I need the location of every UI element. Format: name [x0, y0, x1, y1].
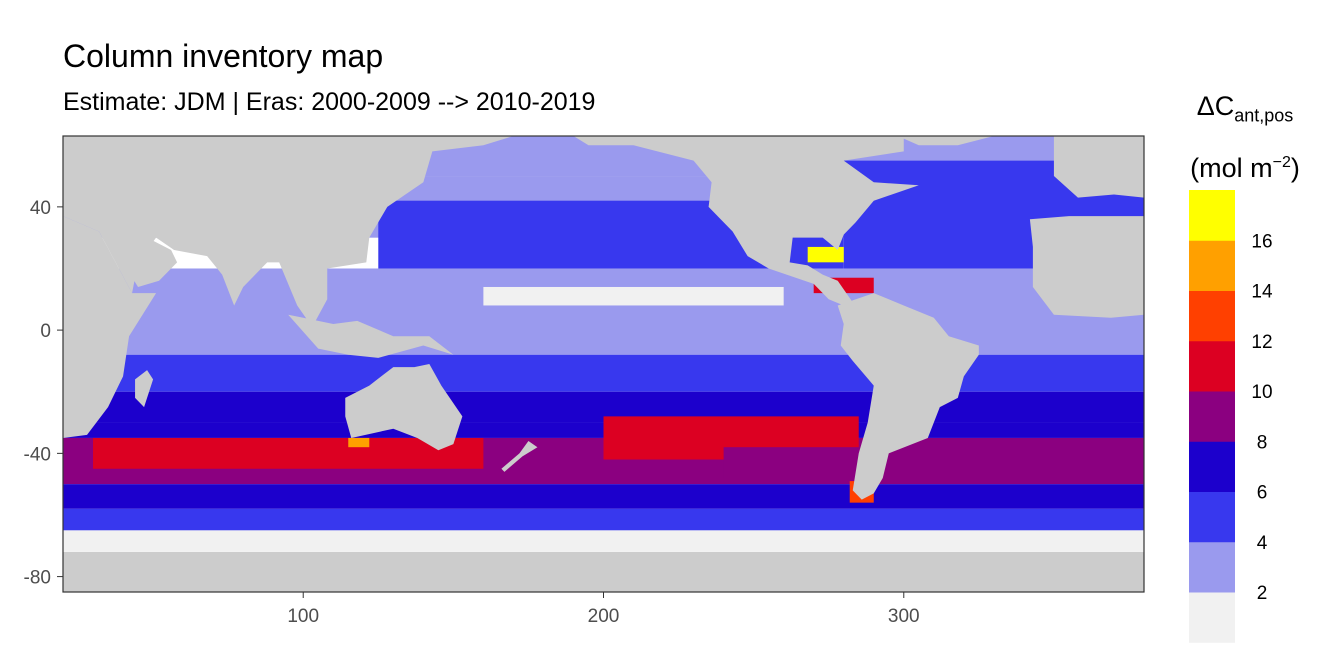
y-tick-label: -80	[24, 568, 51, 589]
field-cell	[63, 484, 1144, 509]
field-cell	[483, 286, 784, 306]
legend-swatch	[1189, 592, 1235, 643]
y-tick-label: 40	[30, 198, 51, 219]
land-antarctica	[63, 551, 1144, 592]
field-cell	[807, 246, 844, 263]
y-tick-label: -40	[24, 444, 51, 465]
land-europe	[1053, 136, 1144, 198]
field-cell	[348, 437, 370, 448]
field-cell	[723, 447, 874, 478]
legend-swatch	[1189, 491, 1235, 543]
x-tick-label: 300	[888, 606, 920, 627]
land-new-zealand	[501, 441, 538, 472]
y-tick-label: 0	[40, 321, 51, 342]
legend-swatch	[1189, 290, 1235, 342]
legend-break-label: 12	[1251, 332, 1272, 353]
land-arabia	[111, 237, 178, 287]
field-cell	[93, 437, 484, 469]
land-madagascar	[135, 370, 154, 408]
chart-title: Column inventory map	[63, 38, 384, 74]
field-cell	[63, 354, 1144, 392]
legend-title-unit: (mol m−2)	[1190, 153, 1300, 184]
legend-break-label: 8	[1257, 432, 1268, 453]
legend-swatch	[1189, 541, 1235, 593]
legend-break-label: 2	[1257, 583, 1268, 604]
legend: 2 4 6 8 10 12 14 16	[1189, 190, 1273, 643]
legend-swatch	[1189, 391, 1235, 442]
land-greenland	[897, 136, 1018, 146]
x-tick-label: 100	[287, 606, 319, 627]
land-africa	[63, 216, 157, 438]
legend-break-label: 6	[1257, 483, 1268, 504]
legend-title: ΔCant,pos (mol m−2)	[1180, 82, 1310, 192]
x-tick-label: 200	[588, 606, 620, 627]
y-axis: 40 0 -40 -80	[24, 198, 63, 589]
land-eurasia	[63, 136, 544, 328]
legend-swatch	[1189, 441, 1235, 492]
legend-swatch	[1189, 240, 1235, 291]
land-south-america	[837, 293, 979, 500]
legend-swatch	[1189, 340, 1235, 392]
chart-subtitle: Estimate: JDM | Eras: 2000-2009 --> 2010…	[63, 88, 596, 116]
field-cell	[63, 508, 1144, 531]
map-panel	[63, 136, 1144, 592]
legend-break-label: 10	[1251, 382, 1272, 403]
legend-title-variable: ΔCant,pos	[1196, 91, 1294, 126]
legend-break-label: 16	[1251, 231, 1272, 252]
field-cell	[63, 530, 1144, 552]
legend-break-label: 4	[1257, 533, 1268, 554]
land-australia	[345, 364, 463, 451]
land-north-america	[573, 136, 919, 306]
legend-break-label: 14	[1251, 282, 1273, 303]
legend-swatch	[1189, 190, 1235, 241]
x-axis: 100 200 300	[287, 592, 920, 627]
land-africa-west	[1029, 216, 1144, 318]
land-indonesia	[288, 314, 454, 358]
